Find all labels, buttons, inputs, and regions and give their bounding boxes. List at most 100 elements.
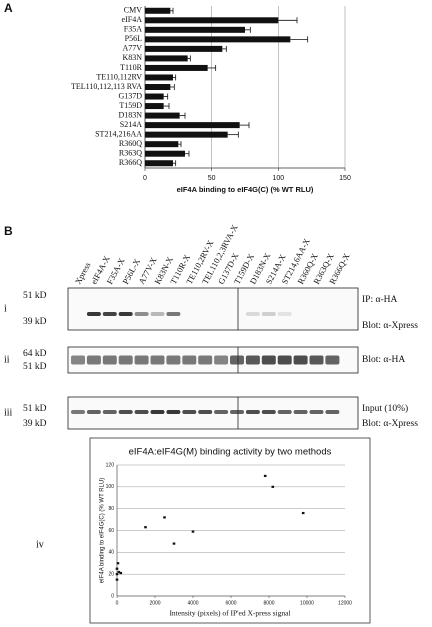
- point: [172, 542, 176, 545]
- y-tick-label: 40: [108, 550, 114, 556]
- blot-band: [261, 355, 276, 365]
- kd-marker: 51 kD: [23, 404, 47, 414]
- y-tick-label: eIF4A: [122, 15, 143, 24]
- y-tick-label: CMV: [124, 6, 142, 15]
- y-tick-label: D183N: [118, 110, 142, 119]
- bar: [145, 160, 173, 167]
- x-tick-label: 0: [116, 600, 119, 606]
- point: [144, 526, 147, 529]
- point: [163, 516, 166, 519]
- point: [115, 567, 119, 570]
- x-axis-label: eIF4A binding to eIF4G(C) (% WT RLU): [177, 185, 314, 194]
- point: [263, 474, 267, 478]
- kd-marker: 51 kD: [23, 362, 47, 372]
- panel-roman: iv: [36, 539, 44, 550]
- blot-band: [245, 410, 260, 414]
- y-tick-label: 120: [106, 462, 115, 468]
- blot-band: [277, 312, 292, 316]
- point: [271, 485, 275, 488]
- y-tick-label: F35A: [124, 25, 142, 34]
- blot-note: IP: α-HA: [362, 295, 397, 305]
- panel-roman: iii: [4, 407, 13, 418]
- blot-band: [86, 355, 101, 365]
- blot-band: [166, 312, 181, 316]
- blot-band: [118, 312, 133, 316]
- y-tick-label: TE110,112RV: [96, 72, 142, 81]
- blot-band: [71, 410, 85, 414]
- blot-band: [325, 410, 340, 414]
- panel-roman: i: [4, 303, 7, 314]
- bar: [145, 55, 188, 62]
- blot-band: [245, 355, 260, 365]
- bar: [145, 64, 208, 71]
- bar: [145, 17, 279, 24]
- y-tick-label: 100: [106, 484, 115, 490]
- blot-band: [182, 410, 197, 414]
- bar: [145, 112, 180, 119]
- blot-band: [293, 355, 308, 365]
- point: [115, 578, 119, 581]
- blot-band: [150, 410, 165, 414]
- x-axis-label: Intensity (pixels) of IP'ed X-press sign…: [169, 609, 290, 618]
- y-tick-label: 20: [108, 571, 114, 577]
- blot-band: [166, 355, 181, 365]
- x-tick-label: 12000: [338, 600, 352, 606]
- y-tick-label: S214A: [120, 120, 142, 129]
- x-tick-label: 8000: [263, 600, 274, 606]
- y-tick-label: T110R: [120, 63, 143, 72]
- point: [119, 571, 123, 575]
- panel-label: A: [4, 1, 13, 15]
- x-tick-label: 6000: [225, 600, 236, 606]
- kd-marker: 39 kD: [23, 317, 47, 327]
- blot-band: [198, 355, 213, 365]
- blot-note: Blot: α-Xpress: [362, 321, 418, 331]
- y-tick-label: R363Q: [119, 149, 142, 158]
- blot-band: [309, 410, 324, 414]
- blot-band: [86, 410, 101, 414]
- blot-band: [277, 355, 292, 365]
- point: [191, 530, 195, 533]
- x-tick-label: 50: [208, 175, 216, 182]
- y-tick-label: T159D: [119, 101, 142, 110]
- x-tick-label: 4000: [187, 600, 198, 606]
- kd-marker: 51 kD: [23, 291, 47, 301]
- point: [115, 573, 119, 576]
- bar: [145, 84, 171, 90]
- bar: [145, 26, 245, 33]
- x-tick-label: 0: [143, 175, 147, 182]
- y-tick-label: G137D: [118, 91, 142, 100]
- blot-frame: [67, 287, 359, 331]
- blot-note: Input (10%): [362, 403, 408, 414]
- x-tick-label: 100: [272, 175, 284, 182]
- x-tick-label: 10000: [300, 600, 314, 606]
- blot-band: [134, 312, 149, 316]
- bar: [145, 141, 179, 148]
- blot-band: [198, 410, 213, 414]
- blot-band: [214, 410, 229, 414]
- blot-note: Blot: α-Xpress: [362, 419, 418, 429]
- blot-band: [134, 410, 149, 414]
- point: [301, 511, 305, 515]
- blot-band: [261, 312, 276, 316]
- blot-band: [150, 355, 165, 365]
- blot-band: [102, 312, 117, 316]
- bar: [145, 7, 171, 14]
- panel-roman: ii: [4, 354, 10, 365]
- y-tick-label: 80: [108, 506, 114, 512]
- blot-band: [230, 410, 244, 414]
- y-tick-label: R366Q: [119, 158, 142, 167]
- blot-band: [325, 355, 340, 365]
- blot-band: [118, 355, 133, 365]
- blot-band: [214, 355, 229, 365]
- blot-band: [71, 355, 85, 365]
- bar: [145, 103, 164, 110]
- bar: [145, 131, 228, 138]
- y-tick-label: 0: [111, 593, 114, 599]
- y-tick-label: R360Q: [119, 139, 142, 148]
- blot-band: [102, 410, 117, 414]
- blot-band: [182, 355, 197, 365]
- blot-band: [230, 355, 244, 365]
- blot-band: [134, 355, 149, 365]
- blot-band: [245, 312, 260, 316]
